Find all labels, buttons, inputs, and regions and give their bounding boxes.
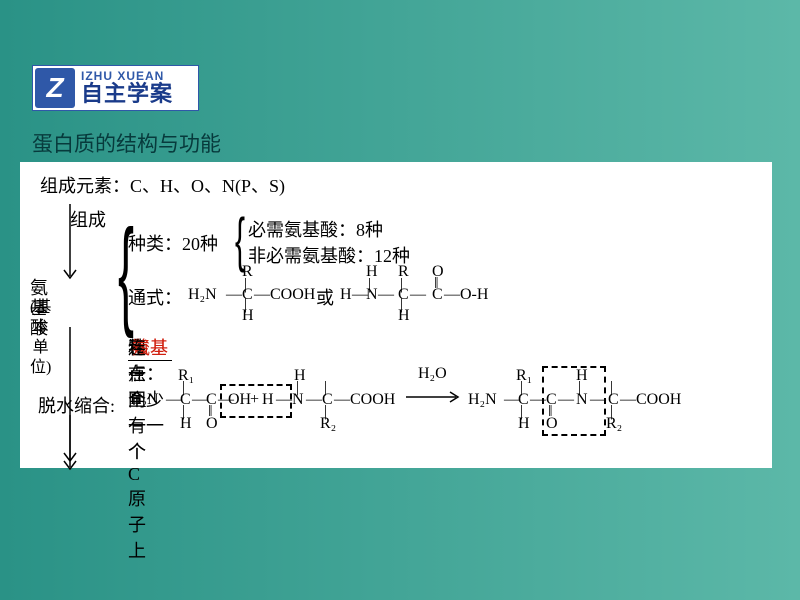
condense-equation: R₁ | H₂N — C | H — C ‖ O — OH + H — H | … (130, 362, 750, 442)
plus: + (250, 392, 259, 408)
cooh: COOH (636, 392, 681, 408)
bond: — (444, 287, 460, 303)
bond: — (590, 392, 606, 408)
n: N (292, 392, 304, 408)
bond: | (610, 380, 613, 396)
h: H (262, 392, 274, 408)
h2o: H₂O (418, 366, 447, 382)
h: H (180, 416, 192, 432)
h2n: H₂N (468, 392, 497, 408)
r1: R₁ (178, 368, 194, 384)
r2: R₂ (320, 416, 336, 432)
o: O (206, 416, 218, 432)
content-box: 组成元素：C、H、O、N(P、S) 组成 氨基酸 (基本单位) { 种类：20种… (20, 162, 772, 468)
badge-chinese: 自主学案 (81, 82, 173, 106)
essential-label: 必需氨基酸：8种 (248, 216, 383, 242)
compose-label: 组成 (70, 206, 106, 232)
types-label: 种类：20种 (128, 230, 218, 256)
formula-1: R | H₂N — C — COOH | H (180, 264, 310, 324)
f1-h2n: H₂N (188, 287, 217, 303)
bond: — (254, 287, 270, 303)
badge-letter: Z (35, 68, 75, 108)
oh: OH (228, 392, 251, 408)
f2-h: H (340, 287, 352, 303)
r2: R₂ (606, 416, 622, 432)
r1: R₁ (516, 368, 532, 384)
f2-n: N (366, 287, 378, 303)
section-title: 蛋白质的结构与功能 (32, 132, 221, 156)
h2n: H₂N (130, 392, 159, 408)
bond: | (324, 380, 327, 396)
cooh: COOH (350, 392, 395, 408)
h: H (576, 368, 588, 384)
f2-oh: O-H (460, 287, 488, 303)
elements-row: 组成元素：C、H、O、N(P、S) (40, 172, 285, 198)
reaction-arrow-icon (406, 382, 462, 412)
bond: — (306, 392, 322, 408)
bond: — (410, 287, 426, 303)
bond: — (226, 287, 242, 303)
h: H (518, 416, 530, 432)
bond: — (334, 392, 350, 408)
bond: — (276, 392, 292, 408)
amino-unit: (基本单位) (30, 298, 51, 378)
badge: Z IZHU XUEAN 自主学案 (32, 65, 199, 111)
bond: — (558, 392, 574, 408)
bond: — (378, 287, 394, 303)
formula-label: 通式： (128, 284, 182, 310)
bond: — (620, 392, 636, 408)
f1-cooh: COOH (270, 287, 315, 303)
formula-2: H | H — N — R | C | H — O ‖ C — O-H (340, 264, 500, 324)
formula-or: 或 (316, 284, 334, 310)
f2-co: C (432, 287, 443, 303)
brace-icon: { (235, 210, 245, 270)
arrow-icon (60, 415, 80, 475)
o: O (546, 416, 558, 432)
f1-h: H (242, 308, 254, 324)
f2-hb: H (398, 308, 410, 324)
